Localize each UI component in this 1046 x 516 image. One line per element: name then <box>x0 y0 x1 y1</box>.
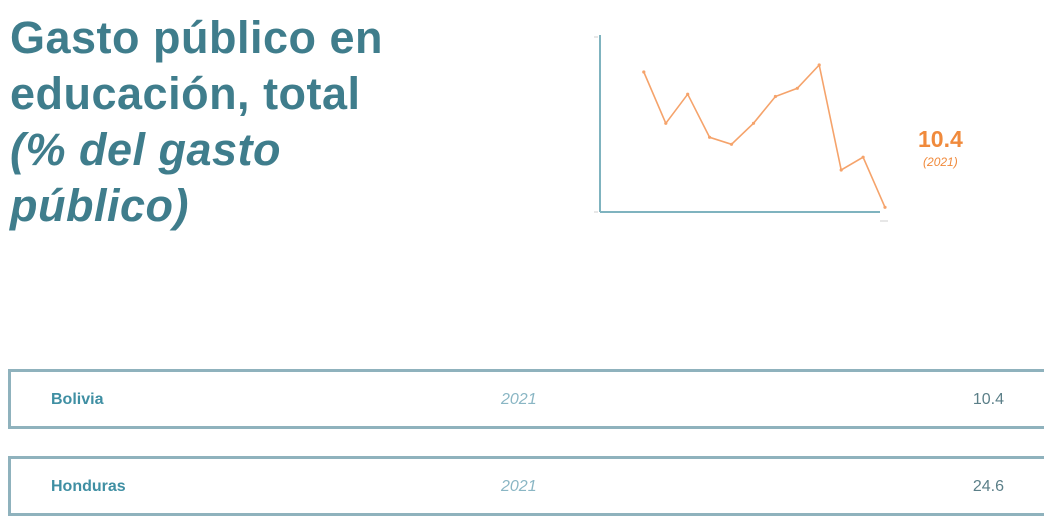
country-name: Bolivia <box>51 391 104 408</box>
table-row[interactable]: Bolivia 2021 10.4 <box>8 369 1044 429</box>
title-line-1: Gasto público en <box>10 12 384 63</box>
data-point <box>861 155 865 159</box>
page-title: Gasto público en educación, total (% del… <box>10 10 450 234</box>
data-point <box>883 205 887 209</box>
title-line-3: (% del gasto <box>10 124 282 175</box>
data-point <box>839 168 843 172</box>
data-point <box>708 135 712 139</box>
data-point <box>817 63 821 67</box>
row-value: 24.6 <box>972 478 1004 495</box>
series-line <box>643 63 886 208</box>
row-year: 2021 <box>501 478 537 495</box>
country-name: Honduras <box>51 478 126 495</box>
row-value: 10.4 <box>972 391 1004 408</box>
data-point <box>664 121 668 125</box>
data-point <box>751 121 756 125</box>
latest-value-callout: 10.4 (2021) <box>918 126 963 169</box>
data-point <box>795 86 799 90</box>
data-point <box>729 142 734 146</box>
sparkline-chart <box>594 35 888 222</box>
title-line-2: educación, total <box>10 68 361 119</box>
latest-value: 10.4 <box>918 126 963 152</box>
title-line-4: público) <box>10 180 189 231</box>
table-row[interactable]: Honduras 2021 24.6 <box>8 456 1044 516</box>
data-point <box>642 70 646 74</box>
data-point <box>773 94 777 99</box>
data-point <box>686 92 690 96</box>
latest-year: (2021) <box>923 155 958 169</box>
row-year: 2021 <box>501 391 537 408</box>
